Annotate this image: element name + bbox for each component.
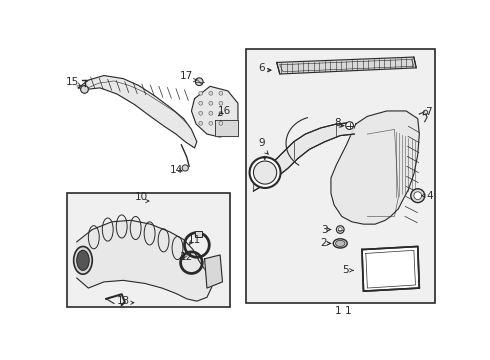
Circle shape — [219, 121, 223, 125]
Circle shape — [338, 228, 342, 231]
Circle shape — [81, 86, 88, 93]
Ellipse shape — [249, 157, 281, 188]
Polygon shape — [331, 111, 419, 224]
Circle shape — [209, 91, 213, 95]
Circle shape — [209, 111, 213, 115]
Text: 4: 4 — [427, 191, 434, 201]
Ellipse shape — [336, 240, 345, 247]
Polygon shape — [192, 86, 238, 137]
Text: 7: 7 — [425, 108, 432, 117]
Circle shape — [182, 165, 188, 171]
Polygon shape — [78, 76, 197, 148]
Circle shape — [219, 91, 223, 95]
Text: 3: 3 — [320, 225, 327, 235]
Ellipse shape — [333, 239, 347, 248]
Polygon shape — [77, 220, 212, 301]
Ellipse shape — [414, 192, 421, 199]
Text: 5: 5 — [343, 265, 349, 275]
Text: 6: 6 — [258, 63, 265, 73]
Text: 15: 15 — [66, 77, 79, 87]
Text: 1: 1 — [335, 306, 341, 316]
Circle shape — [219, 111, 223, 115]
Circle shape — [199, 111, 203, 115]
Text: 8: 8 — [334, 118, 341, 128]
Circle shape — [199, 101, 203, 105]
Bar — [196, 231, 201, 237]
Text: 16: 16 — [218, 106, 231, 116]
Circle shape — [336, 226, 344, 233]
Circle shape — [209, 101, 213, 105]
Bar — [68, 193, 230, 307]
Circle shape — [345, 122, 353, 130]
Polygon shape — [277, 57, 416, 74]
Text: 10: 10 — [135, 192, 147, 202]
Text: 1: 1 — [344, 306, 351, 316]
Text: 12: 12 — [180, 252, 194, 262]
Circle shape — [219, 101, 223, 105]
Ellipse shape — [77, 250, 89, 270]
Ellipse shape — [74, 247, 92, 274]
Text: 9: 9 — [258, 138, 265, 148]
Text: 11: 11 — [188, 235, 201, 244]
Bar — [245, 49, 435, 303]
Polygon shape — [253, 122, 354, 191]
Circle shape — [423, 110, 428, 115]
Text: 14: 14 — [170, 165, 183, 175]
Polygon shape — [362, 247, 419, 291]
Circle shape — [196, 78, 203, 86]
Text: 17: 17 — [180, 71, 194, 81]
Polygon shape — [215, 120, 238, 136]
Polygon shape — [205, 255, 222, 288]
Ellipse shape — [411, 189, 425, 203]
Circle shape — [199, 121, 203, 125]
Circle shape — [209, 121, 213, 125]
Circle shape — [199, 91, 203, 95]
Text: 2: 2 — [320, 238, 327, 248]
Text: 13: 13 — [117, 296, 130, 306]
Ellipse shape — [253, 161, 277, 184]
